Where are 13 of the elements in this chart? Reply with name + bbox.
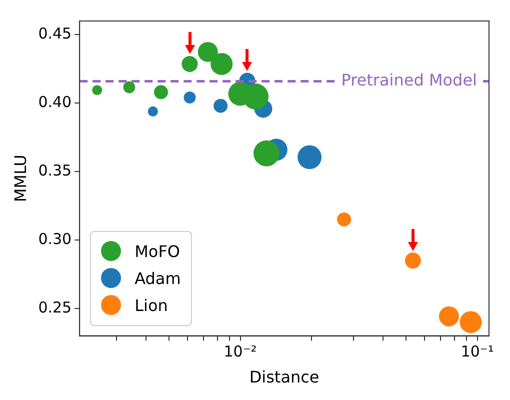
legend-label: MoFO (134, 242, 180, 261)
ref-line-label: Pretrained Model (341, 70, 478, 90)
x-tick-label: 10⁻² (224, 342, 257, 361)
y-tick-label: 0.30 (38, 230, 72, 248)
x-tick-label: 10⁻¹ (460, 342, 494, 361)
y-tick-label: 0.45 (38, 24, 72, 43)
y-axis-title: MMLU (10, 154, 30, 202)
legend-label: Lion (134, 296, 168, 315)
y-tick-label: 0.25 (38, 298, 72, 316)
y-tick-label: 0.35 (38, 161, 72, 180)
y-tick-label: 0.40 (38, 93, 72, 112)
legend-label: Adam (134, 268, 181, 288)
x-axis-title: Distance (249, 368, 320, 387)
